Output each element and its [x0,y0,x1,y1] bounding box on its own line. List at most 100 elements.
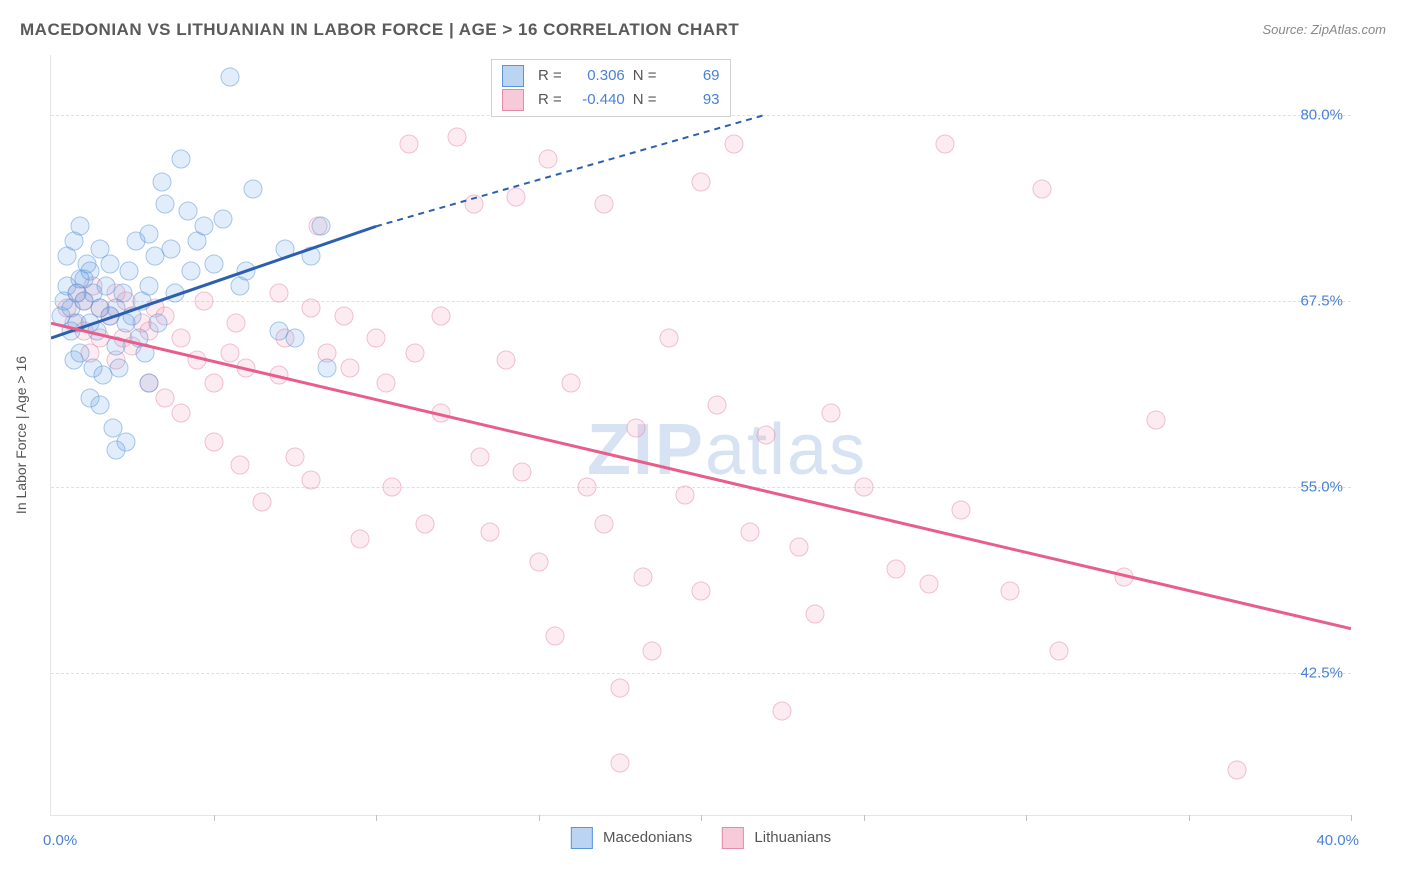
data-point-b [675,485,694,504]
x-tick-mark [864,815,865,821]
data-point-a [214,209,233,228]
correlation-stats-box: R = 0.306 N = 69 R = -0.440 N = 93 [491,59,731,117]
data-point-a [120,262,139,281]
x-axis-max-label: 40.0% [1316,832,1359,849]
x-tick-mark [376,815,377,821]
data-point-a [110,358,129,377]
swatch-b-icon [722,827,744,849]
r-value-a: 0.306 [570,64,625,88]
n-value-a: 69 [665,64,720,88]
data-point-a [172,150,191,169]
y-axis-label: In Labor Force | Age > 16 [13,356,29,514]
data-point-b [188,351,207,370]
data-point-b [204,373,223,392]
data-point-a [139,276,158,295]
data-point-a [116,314,135,333]
data-point-b [471,448,490,467]
x-tick-mark [1351,815,1352,821]
data-point-b [805,604,824,623]
x-tick-mark [539,815,540,821]
data-point-b [194,291,213,310]
r-value-b: -0.440 [570,88,625,112]
data-point-b [432,403,451,422]
data-point-a [165,284,184,303]
gridline [51,487,1351,488]
x-tick-mark [701,815,702,821]
data-point-b [692,582,711,601]
data-point-a [302,247,321,266]
data-point-b [740,522,759,541]
y-tick-label: 67.5% [1300,292,1343,309]
data-point-b [724,135,743,154]
y-tick-label: 55.0% [1300,479,1343,496]
data-point-b [659,329,678,348]
data-point-a [311,217,330,236]
data-point-a [276,239,295,258]
source-label: Source: ZipAtlas.com [1262,22,1386,37]
legend-item-a: Macedonians [571,827,692,849]
stat-row-b: R = -0.440 N = 93 [502,88,720,112]
data-point-b [594,515,613,534]
data-point-b [367,329,386,348]
chart-plot-area: In Labor Force | Age > 16 42.5%55.0%67.5… [50,55,1351,816]
legend-item-b: Lithuanians [722,827,831,849]
data-point-b [155,388,174,407]
data-point-b [1033,180,1052,199]
data-point-b [253,493,272,512]
data-point-a [71,217,90,236]
data-point-b [643,642,662,661]
data-point-b [789,537,808,556]
data-point-b [1000,582,1019,601]
swatch-b-icon [502,89,524,111]
swatch-a-icon [571,827,593,849]
data-point-a [318,358,337,377]
data-point-b [172,329,191,348]
data-point-b [172,403,191,422]
y-tick-label: 80.0% [1300,106,1343,123]
data-point-b [237,358,256,377]
data-point-a [237,262,256,281]
data-point-b [887,560,906,579]
x-tick-mark [214,815,215,821]
data-point-b [513,463,532,482]
n-label: N = [633,64,657,88]
y-tick-label: 42.5% [1300,665,1343,682]
chart-title: MACEDONIAN VS LITHUANIAN IN LABOR FORCE … [20,20,739,40]
data-point-b [220,344,239,363]
data-point-b [230,455,249,474]
data-point-b [822,403,841,422]
data-point-a [181,262,200,281]
n-label: N = [633,88,657,112]
data-point-b [376,373,395,392]
data-point-a [139,373,158,392]
data-point-b [302,299,321,318]
data-point-b [448,127,467,146]
data-point-b [285,448,304,467]
data-point-a [243,180,262,199]
data-point-b [1147,411,1166,430]
data-point-a [204,254,223,273]
data-point-b [773,701,792,720]
data-point-b [464,195,483,214]
data-point-b [935,135,954,154]
data-point-a [87,321,106,340]
stat-row-a: R = 0.306 N = 69 [502,64,720,88]
data-point-b [1049,642,1068,661]
data-point-b [415,515,434,534]
data-point-b [406,344,425,363]
data-point-b [854,478,873,497]
data-point-a [178,202,197,221]
data-point-b [334,306,353,325]
data-point-b [480,522,499,541]
data-point-a [139,224,158,243]
data-point-a [113,284,132,303]
data-point-b [506,187,525,206]
legend: Macedonians Lithuanians [571,827,831,849]
data-point-b [341,358,360,377]
data-point-a [107,336,126,355]
r-label: R = [538,64,562,88]
data-point-a [100,254,119,273]
data-point-b [432,306,451,325]
data-point-b [919,575,938,594]
data-point-b [578,478,597,497]
